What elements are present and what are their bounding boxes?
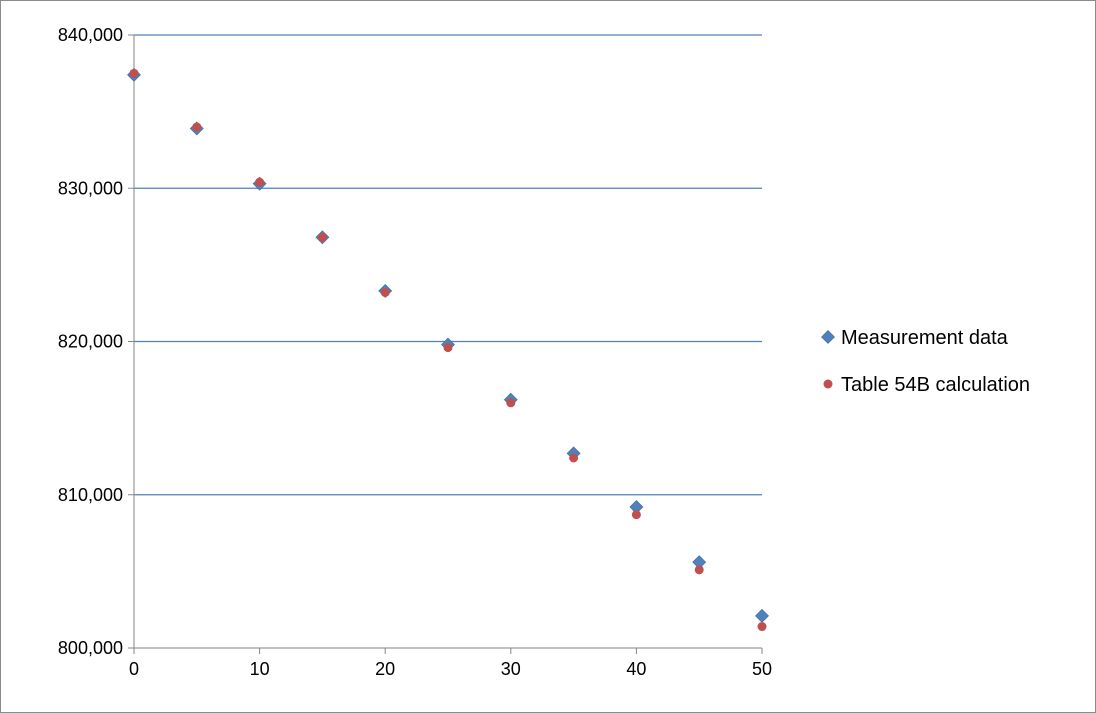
calculation-point bbox=[192, 122, 202, 132]
y-tick-label: 800,000 bbox=[58, 638, 123, 658]
measurement-point bbox=[755, 608, 769, 623]
calculation-point bbox=[569, 453, 579, 463]
legend: Measurement data Table 54B calculation bbox=[821, 327, 1030, 396]
y-tick-label: 820,000 bbox=[58, 332, 123, 352]
calculation-point bbox=[506, 398, 516, 408]
calculation-point bbox=[694, 565, 704, 575]
legend-diamond-marker bbox=[821, 330, 835, 344]
calculation-point bbox=[631, 510, 641, 520]
calculation-point bbox=[317, 232, 327, 242]
tick-labels: 800,000 810,000 820,000 830,000 840,000 0 10 20… bbox=[58, 25, 772, 679]
y-tick-label: 840,000 bbox=[58, 25, 123, 45]
gridlines bbox=[134, 34, 762, 496]
y-tick-label: 830,000 bbox=[58, 178, 123, 198]
calculation-point bbox=[129, 68, 139, 78]
x-tick-label: 20 bbox=[375, 659, 395, 679]
calculation-point bbox=[380, 287, 390, 297]
x-tick-label: 40 bbox=[626, 659, 646, 679]
axes bbox=[128, 34, 763, 654]
x-tick-label: 50 bbox=[752, 659, 772, 679]
legend-circle-marker bbox=[823, 379, 833, 389]
x-tick-label: 10 bbox=[250, 659, 270, 679]
x-tick-label: 0 bbox=[129, 659, 139, 679]
legend-label: Measurement data bbox=[841, 327, 1009, 349]
data-points bbox=[127, 67, 769, 632]
y-tick-label: 810,000 bbox=[58, 485, 123, 505]
calculation-point bbox=[255, 177, 265, 187]
x-tick-label: 30 bbox=[501, 659, 521, 679]
legend-item-calculation: Table 54B calculation bbox=[823, 374, 1030, 396]
calculation-point bbox=[443, 343, 453, 353]
calculation-point bbox=[757, 622, 767, 632]
legend-item-measurement: Measurement data bbox=[821, 327, 1009, 349]
legend-label: Table 54B calculation bbox=[841, 374, 1030, 396]
